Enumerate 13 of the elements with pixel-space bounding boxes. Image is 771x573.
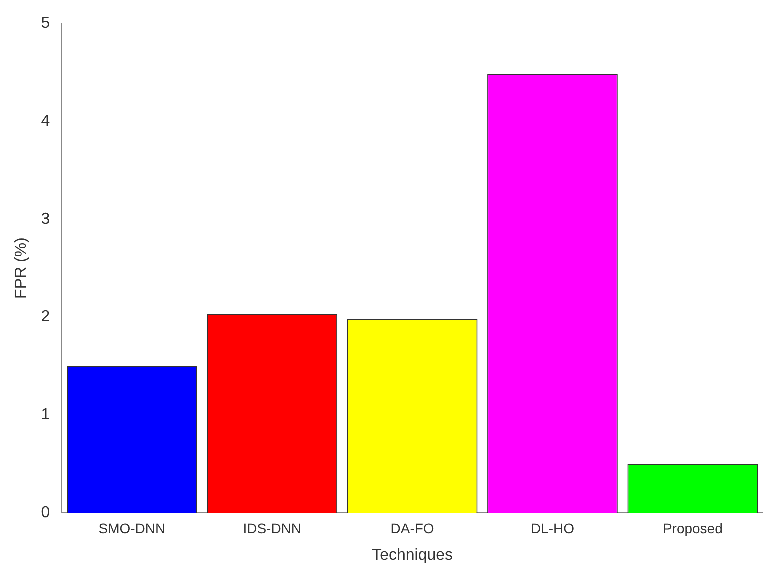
x-tick-label: SMO-DNN xyxy=(98,520,166,536)
x-tick-label: DL-HO xyxy=(530,520,575,536)
y-tick-label: 4 xyxy=(41,112,50,130)
y-tick-label: 1 xyxy=(41,406,50,424)
x-tick-label: IDS-DNN xyxy=(243,520,302,536)
y-tick-label: 3 xyxy=(41,210,50,228)
y-tick-label: 5 xyxy=(41,15,50,32)
x-axis-title: Techniques xyxy=(372,546,454,564)
x-tick-label: Proposed xyxy=(662,520,723,536)
y-tick-label: 2 xyxy=(41,308,50,326)
y-axis-title: FPR (%) xyxy=(13,238,30,299)
y-tick-label: 0 xyxy=(41,504,50,522)
x-tick-label: DA-FO xyxy=(390,520,434,536)
